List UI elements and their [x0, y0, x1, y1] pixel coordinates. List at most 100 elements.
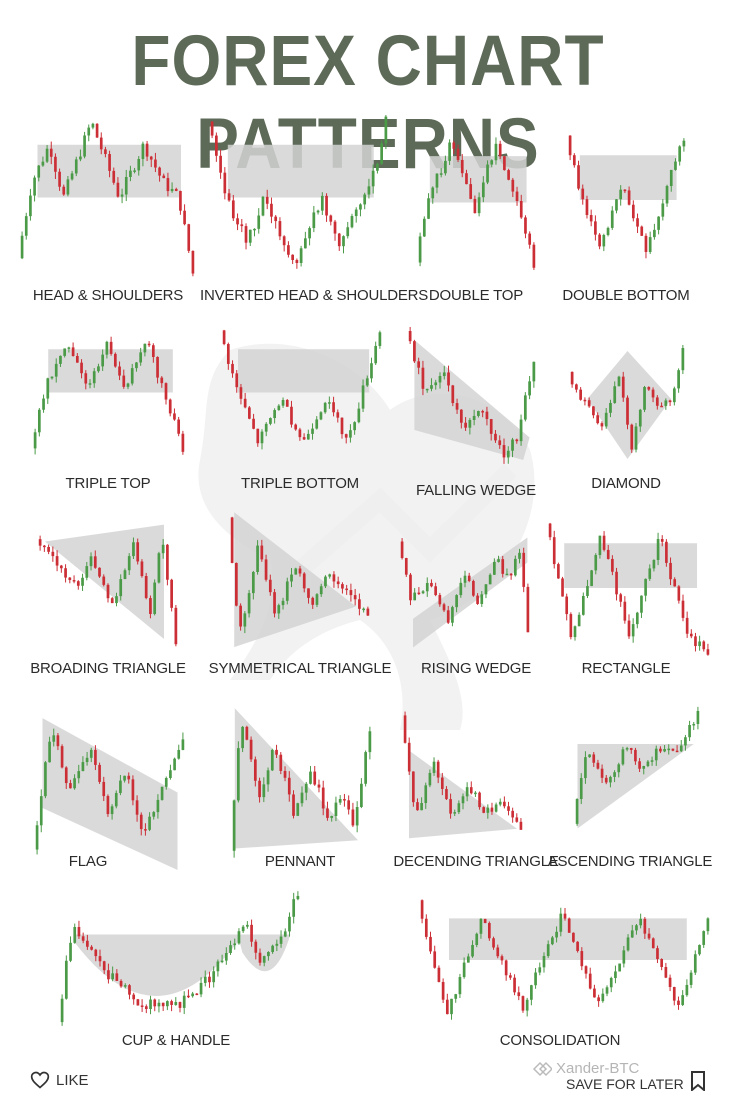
- candle-body: [460, 159, 464, 174]
- candle-body: [627, 620, 631, 637]
- candle-body: [166, 544, 169, 580]
- diamond-label: DIAMOND: [591, 475, 661, 492]
- candle-body: [488, 574, 492, 585]
- candle-body: [349, 590, 353, 596]
- candle-body: [248, 407, 251, 419]
- candle-body: [131, 779, 135, 801]
- candle-body: [635, 925, 638, 931]
- candle-body: [462, 962, 466, 978]
- candle-body: [702, 641, 706, 650]
- candle-body: [619, 189, 623, 200]
- candle-body: [631, 624, 635, 637]
- candle-body: [294, 568, 298, 575]
- candle-body: [442, 372, 446, 377]
- inverted-head-shoulders-chart: [210, 115, 388, 269]
- candle-body: [417, 361, 421, 368]
- candle-body: [689, 633, 693, 637]
- candle-body: [111, 973, 114, 980]
- candle-body: [298, 568, 302, 574]
- candle-body: [98, 956, 102, 962]
- candle-body: [689, 972, 693, 985]
- candle-body: [110, 598, 114, 604]
- candle-body: [681, 600, 685, 618]
- candle-body: [300, 792, 304, 804]
- candle-body: [330, 816, 334, 818]
- candle-body: [344, 434, 348, 438]
- candle-body: [575, 799, 579, 824]
- candle-body: [315, 419, 319, 429]
- candle-body: [75, 355, 79, 363]
- candle-body: [76, 581, 80, 586]
- candle-body: [561, 578, 564, 597]
- candle-body: [283, 931, 287, 937]
- candle-body: [160, 377, 164, 384]
- candle-body: [671, 748, 675, 751]
- candle-body: [248, 229, 252, 243]
- candle-body: [152, 812, 156, 817]
- candle-body: [469, 787, 473, 794]
- candle-body: [63, 348, 67, 356]
- falling-wedge-zone: [414, 340, 530, 460]
- candle-body: [84, 373, 88, 384]
- candle-body: [569, 614, 573, 638]
- double-bottom-label: DOUBLE BOTTOM: [562, 287, 690, 304]
- candle-body: [233, 943, 237, 946]
- candle-body: [647, 933, 651, 939]
- candle-body: [630, 930, 634, 938]
- candle-body: [340, 417, 344, 435]
- candle-body: [73, 778, 76, 789]
- candle-body: [169, 770, 172, 779]
- candle-body: [475, 933, 479, 945]
- candle-body: [264, 559, 268, 580]
- candle-body: [85, 566, 89, 578]
- rising-wedge-chart: [400, 537, 530, 648]
- candle-body: [328, 574, 332, 577]
- candle-body: [362, 608, 365, 611]
- candle-body: [29, 195, 32, 217]
- candle-body: [174, 607, 178, 645]
- candle-body: [191, 993, 194, 997]
- candle-body: [452, 142, 456, 149]
- candle-body: [304, 238, 307, 249]
- candle-body: [459, 582, 463, 596]
- like-button[interactable]: LIKE: [30, 1070, 89, 1090]
- candle-body: [181, 433, 185, 452]
- candle-body: [55, 556, 59, 566]
- candle-body: [353, 595, 357, 600]
- candle-body: [588, 973, 592, 989]
- save-for-later-button[interactable]: SAVE FOR LATER: [566, 1070, 706, 1092]
- candle-body: [329, 215, 333, 222]
- candle-body: [400, 541, 404, 559]
- candle-body: [481, 182, 485, 198]
- candle-body: [59, 565, 63, 569]
- candle-body: [667, 748, 671, 751]
- candle-body: [33, 177, 36, 196]
- candle-body: [337, 233, 341, 247]
- candle-body: [229, 945, 232, 954]
- candle-body: [366, 608, 370, 616]
- candle-body: [139, 352, 143, 363]
- candle-body: [493, 561, 496, 575]
- candle-body: [494, 804, 498, 812]
- candle-body: [457, 803, 461, 813]
- candle-body: [285, 399, 289, 407]
- candle-body: [72, 580, 76, 582]
- candle-body: [88, 383, 92, 385]
- candle-body: [113, 353, 117, 367]
- candle-body: [407, 742, 411, 772]
- candle-body: [93, 556, 97, 568]
- candle-body: [660, 539, 664, 542]
- candle-body: [108, 154, 111, 171]
- flag-zone: [42, 718, 178, 870]
- candle-body: [240, 224, 244, 227]
- candle-body: [515, 191, 519, 201]
- candle-body: [417, 592, 421, 595]
- candle-body: [635, 612, 639, 625]
- candle-body: [425, 388, 429, 391]
- candle-body: [89, 556, 93, 567]
- candle-body: [584, 757, 587, 779]
- candle-body: [144, 1006, 148, 1010]
- candle-body: [668, 977, 672, 988]
- candle-body: [505, 573, 509, 576]
- rising-wedge-label: RISING WEDGE: [420, 660, 532, 677]
